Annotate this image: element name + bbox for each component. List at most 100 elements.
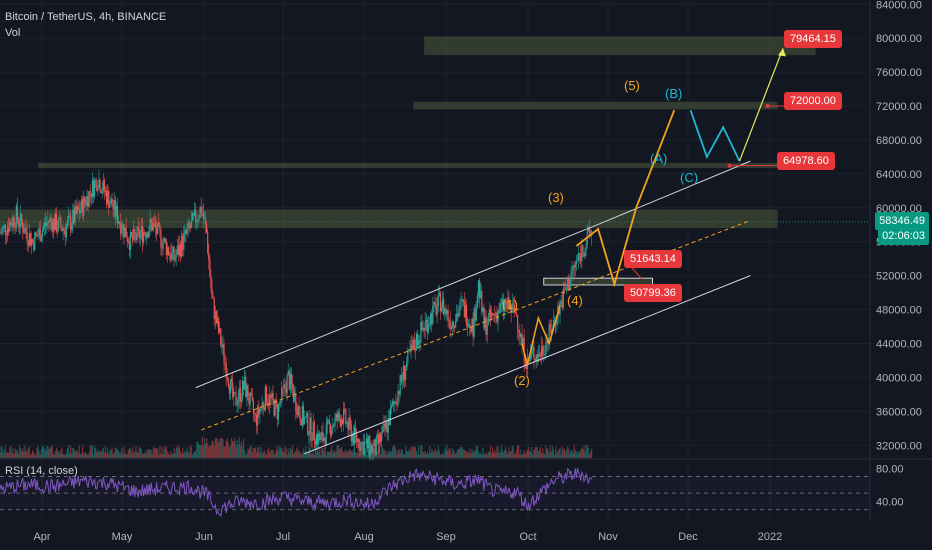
candle-body xyxy=(309,418,310,434)
level-51643[interactable]: 51643.14 xyxy=(624,250,682,268)
candle-body xyxy=(54,219,55,230)
volume-bar xyxy=(221,438,222,458)
candle-body xyxy=(426,320,427,322)
volume-bar xyxy=(330,450,331,458)
volume-bar xyxy=(170,451,171,458)
candle-body xyxy=(239,388,240,400)
volume-bar xyxy=(132,447,133,458)
level-64978[interactable]: 64978.60 xyxy=(777,152,835,170)
candle-body xyxy=(290,374,291,390)
candle-body xyxy=(23,233,24,234)
volume-bar xyxy=(103,448,104,458)
candle-body xyxy=(45,223,46,226)
volume-bar xyxy=(235,447,236,458)
volume-bar xyxy=(120,453,121,458)
candle-body xyxy=(229,387,230,393)
volume-bar xyxy=(203,446,204,458)
candle-body xyxy=(123,224,124,237)
volume-bar xyxy=(317,451,318,458)
candle-body xyxy=(382,426,383,432)
candle-body xyxy=(297,406,298,415)
volume-bar xyxy=(346,452,347,458)
candle-body xyxy=(99,180,100,192)
candle-body xyxy=(432,306,433,324)
price-tick-label: 48000.00 xyxy=(876,305,922,317)
candle-body xyxy=(308,433,309,434)
time-axis[interactable]: Apr May Jun Jul Aug Sep Oct Nov Dec 2022 xyxy=(33,531,782,543)
volume-bar xyxy=(51,448,52,458)
candle-body xyxy=(265,387,266,411)
volume-bar xyxy=(86,454,87,458)
volume-bar xyxy=(348,449,349,458)
candle-body xyxy=(371,445,372,453)
candle-body xyxy=(110,199,111,204)
volume-bar xyxy=(586,445,587,458)
volume-bar xyxy=(180,452,181,458)
candle-body xyxy=(483,307,484,328)
candle-body xyxy=(550,324,551,329)
volume-bar xyxy=(507,454,508,458)
volume-bar xyxy=(266,454,267,458)
volume-bar xyxy=(29,447,30,458)
candle-body xyxy=(17,206,18,219)
volume-bar xyxy=(564,448,565,458)
volume-bar xyxy=(166,446,167,458)
volume-bar xyxy=(534,448,535,458)
volume-bar xyxy=(444,449,445,458)
volume-bar xyxy=(395,449,396,458)
candle-body xyxy=(362,442,363,443)
level-79464[interactable]: 79464.15 xyxy=(784,30,842,48)
candle-body xyxy=(168,247,169,254)
level-50799[interactable]: 50799.36 xyxy=(624,284,682,302)
candle-body xyxy=(68,216,69,221)
candle-body xyxy=(209,260,210,276)
volume-bar xyxy=(205,444,206,458)
volume-bar xyxy=(283,453,284,458)
volume-bar xyxy=(39,451,40,458)
candle-body xyxy=(51,218,52,222)
candle-body xyxy=(419,341,420,342)
candle-body xyxy=(464,302,465,318)
candle-body xyxy=(156,228,157,234)
volume-bar xyxy=(210,445,211,458)
volume-bar xyxy=(62,454,63,458)
candle-body xyxy=(31,239,32,245)
volume-bar xyxy=(197,442,198,458)
volume-bar xyxy=(65,455,66,458)
volume-bar xyxy=(139,447,140,458)
candle-body xyxy=(424,328,425,331)
volume-bar xyxy=(211,441,212,458)
level-72000[interactable]: 72000.00 xyxy=(784,92,842,110)
volume-bar xyxy=(450,449,451,458)
volume-bar xyxy=(487,455,488,458)
volume-bar xyxy=(9,447,10,458)
volume-bar xyxy=(158,454,159,458)
volume-bar xyxy=(159,446,160,458)
candle-body xyxy=(234,392,235,393)
candle-body xyxy=(177,246,178,254)
volume-bar xyxy=(334,453,335,458)
candle-body xyxy=(84,197,85,203)
volume-bar xyxy=(404,455,405,458)
candle-body xyxy=(335,414,336,418)
volume-bar xyxy=(472,452,473,458)
volume-bar xyxy=(113,454,114,458)
volume-bar xyxy=(92,446,93,458)
candle-body xyxy=(381,432,382,441)
candle-body xyxy=(300,415,301,420)
candle-body xyxy=(450,321,451,330)
candle-body xyxy=(65,231,66,238)
volume-bar xyxy=(519,454,520,458)
volume-label: Vol xyxy=(5,27,20,39)
candle-body xyxy=(95,180,96,181)
volume-bar xyxy=(553,450,554,458)
volume-bar xyxy=(104,452,105,458)
candle-body xyxy=(328,420,329,421)
candle-body xyxy=(406,362,407,370)
candle-body xyxy=(164,238,165,242)
candle-body xyxy=(176,254,177,258)
candle-body xyxy=(421,322,422,330)
candle-body xyxy=(19,225,20,227)
volume-bar xyxy=(484,454,485,458)
